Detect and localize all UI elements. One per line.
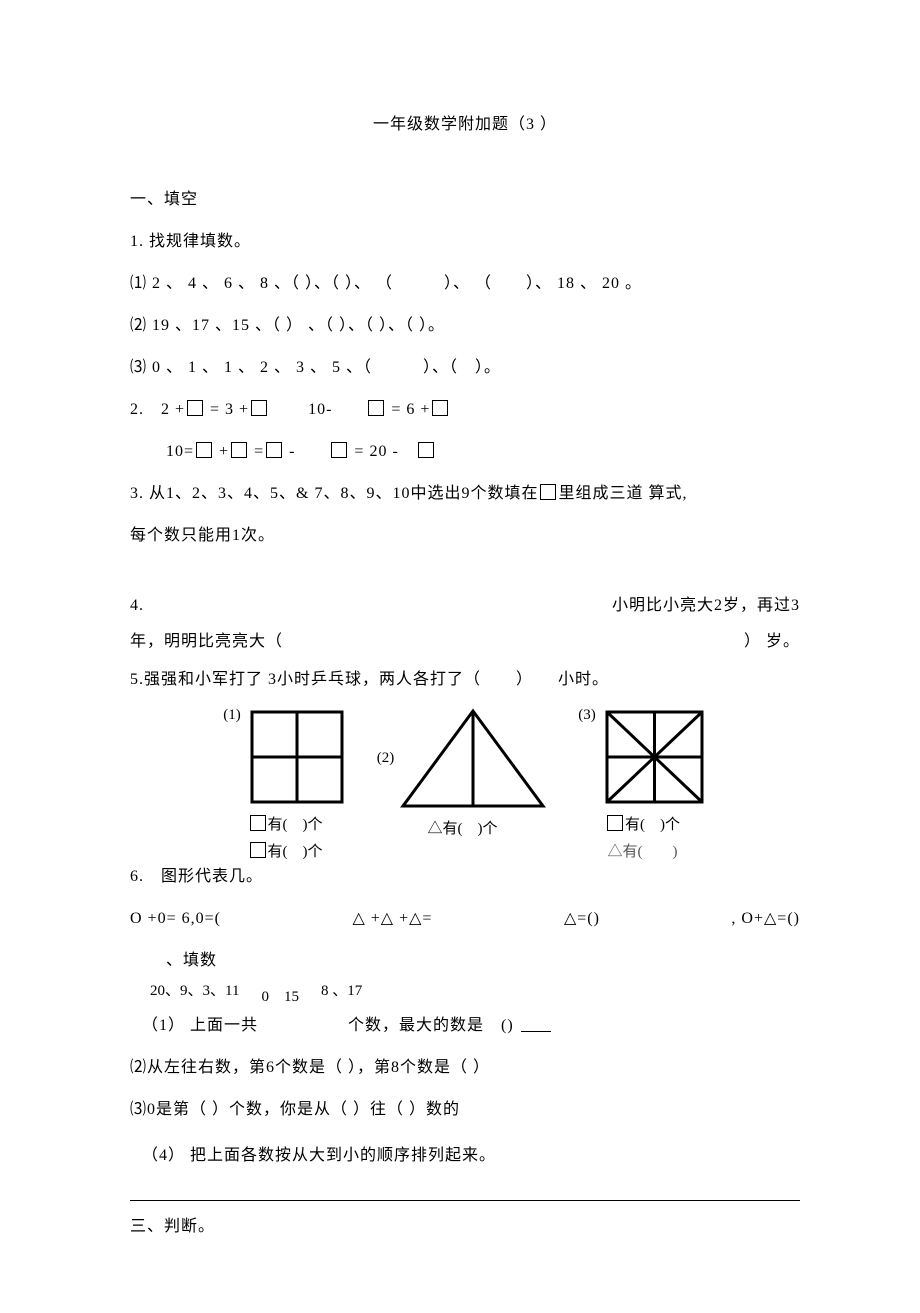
q4-line2: 年，明明比亮亮大（ ） 岁。 — [130, 626, 800, 658]
figures-row: (1) 有( )个 有( )个 (2) △有( )个 . — [130, 706, 800, 861]
q1-sub2: ⑵ 19 、17 、15 、（ ） 、（ ）、（ ）、（ ）。 — [130, 310, 800, 342]
blank-box-icon — [231, 442, 247, 458]
underline-icon — [521, 1031, 551, 1032]
section-1-heading: 一、填空 — [130, 184, 800, 216]
blank-box-icon — [196, 442, 212, 458]
q2-text: 10= — [166, 443, 194, 460]
square-icon — [250, 815, 266, 831]
blank-box-icon — [540, 484, 556, 500]
q6-eq-2: △ +△ +△= — [352, 903, 432, 935]
s2-q1-a: （1） 上面一共 — [142, 1017, 258, 1034]
square-star-icon — [602, 707, 707, 807]
blank-box-icon — [251, 400, 267, 416]
figure-1-label1: 有( )个 — [223, 813, 347, 834]
s2-q1-b: 个数，最大的数是 () — [348, 1017, 514, 1034]
figure-3-num: (3) — [578, 707, 596, 724]
q2-text: = 20 - — [354, 443, 415, 460]
q3-line1: 3. 从1、2、3、4、5、& 7、8、9、10中选出9个数填在 里组成三道 算式… — [130, 478, 800, 510]
s2-q2: ⑵从左往右数，第6个数是（ ），第8个数是（ ） — [130, 1052, 800, 1084]
nums-b: 0 15 — [261, 989, 299, 1006]
q5-text: 小时。 — [558, 671, 609, 688]
q5-text: ） — [516, 671, 533, 688]
q3-line2: 每个数只能用1次。 — [130, 520, 800, 552]
q4-text: ） 岁。 — [744, 626, 800, 658]
blank-box-icon — [432, 400, 448, 416]
q1-sub1: ⑴ 2 、 4 、 6 、 8 、（ ）、（ ）、 （ ）、 （ ）、 18 、… — [130, 268, 800, 300]
q3-text: 3. 从1、2、3、4、5、& 7、8、9、10中选出9个数填在 — [130, 485, 538, 502]
nums-c: 8 、17 — [321, 979, 362, 1000]
q2-text: = 6 + — [391, 401, 430, 418]
figure-3: (3) 有( )个 △有( ) — [578, 707, 707, 861]
q2-text: = 3 + — [210, 401, 249, 418]
figure-2-num: (2) — [377, 750, 395, 767]
q2-text: 2. 2 + — [130, 401, 185, 418]
worksheet-page: 一年级数学附加题（3 ） 一、填空 1. 找规律填数。 ⑴ 2 、 4 、 6 … — [0, 0, 920, 1313]
q1-heading: 1. 找规律填数。 — [130, 226, 800, 258]
q4-line1: 4. 小明比小亮大2岁，再过3 — [130, 590, 800, 622]
q5-line: 5.强强和小军打了 3小时乒乓球，两人各打了（ ） 小时。 — [130, 664, 800, 696]
divider — [130, 1200, 800, 1201]
q2-text: + — [219, 443, 229, 460]
blank-box-icon — [187, 400, 203, 416]
square-icon — [607, 815, 623, 831]
q6-heading: 6. 图形代表几。 — [130, 861, 800, 893]
numbers-row: 20、9、3、11 0 15 8 、17 — [150, 979, 800, 1000]
q2-line1: 2. 2 + = 3 + 10- = 6 + — [130, 394, 800, 426]
q2-text: = — [254, 443, 264, 460]
blank-box-icon — [368, 400, 384, 416]
figure-1-label2: 有( )个 — [223, 840, 347, 861]
q6-equations: O +0= 6,0=( △ +△ +△= △=() , O+△=() — [130, 903, 800, 935]
s2-q1: （1） 上面一共 个数，最大的数是 () — [130, 1010, 800, 1042]
blank-box-icon — [266, 442, 282, 458]
figure-3-label1: 有( )个 — [578, 813, 707, 834]
square-grid-icon — [247, 707, 347, 807]
page-title: 一年级数学附加题（3 ） — [130, 110, 800, 134]
s2-q3: ⑶0是第（ ）个数，你是从（ ）往（ ）数的 — [130, 1094, 800, 1126]
q5-text: 5.强强和小军打了 3小时乒乓球，两人各打了（ — [130, 671, 481, 688]
section-3-heading: 三、判断。 — [130, 1211, 800, 1243]
figure-2: (2) △有( )个 . — [377, 706, 549, 861]
q2-text: - — [289, 443, 329, 460]
figure-1: (1) 有( )个 有( )个 — [223, 707, 347, 861]
q4-text: 年，明明比亮亮大（ — [130, 626, 283, 658]
q2-line2: 10= + = - = 20 - — [130, 436, 800, 468]
figure-2-label: △有( )个 — [377, 817, 549, 838]
q3-text: 里组成三道 算式, — [558, 485, 687, 502]
triangle-icon — [398, 706, 548, 811]
section-2-heading: 、填数 — [130, 945, 800, 977]
blank-box-icon — [418, 442, 434, 458]
q1-sub3: ⑶ 0 、 1 、 1 、 2 、 3 、 5 、（ ）、（ ）。 — [130, 352, 800, 384]
s2-q4: （4） 把上面各数按从大到小的顺序排列起来。 — [142, 1140, 800, 1172]
q4-text: 4. — [130, 590, 144, 622]
blank-box-icon — [331, 442, 347, 458]
q6-eq-4: , O+△=() — [731, 903, 800, 935]
nums-a: 20、9、3、11 — [150, 979, 239, 1000]
figure-3-label2: △有( ) — [578, 840, 707, 861]
figure-1-num: (1) — [223, 707, 241, 724]
q6-eq-1: O +0= 6,0=( — [130, 903, 221, 935]
q4-text: 小明比小亮大2岁，再过3 — [612, 590, 800, 622]
q6-eq-3: △=() — [564, 903, 600, 935]
square-icon — [250, 842, 266, 858]
q2-text: 10- — [274, 401, 366, 418]
